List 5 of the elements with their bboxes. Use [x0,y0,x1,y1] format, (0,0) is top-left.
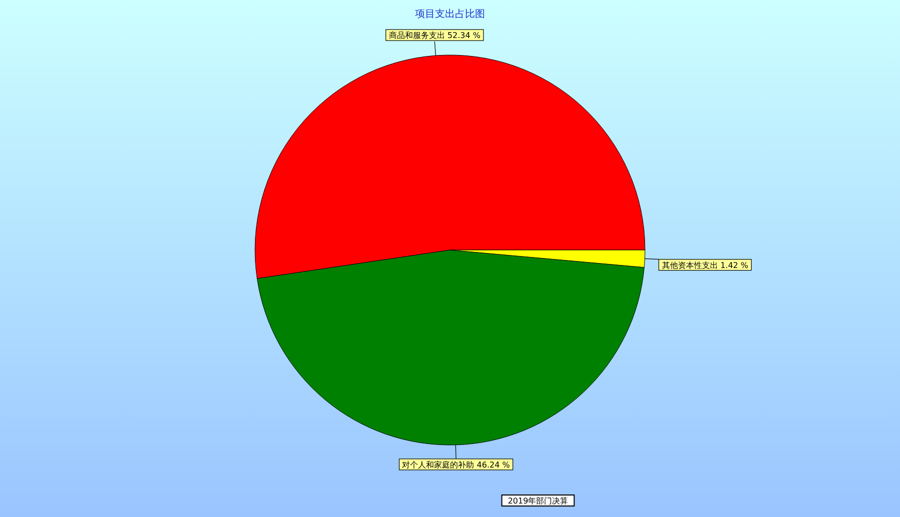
slice-label: 商品和服务支出 52.34 % [388,31,481,40]
chart-title: 项目支出占比图 [415,8,485,20]
text: 2019年部门决算 [508,496,568,506]
slice-label: 对个人和家庭的补助 46.24 % [402,460,510,470]
slice-label: 其他资本性支出 1.42 % [662,260,749,270]
